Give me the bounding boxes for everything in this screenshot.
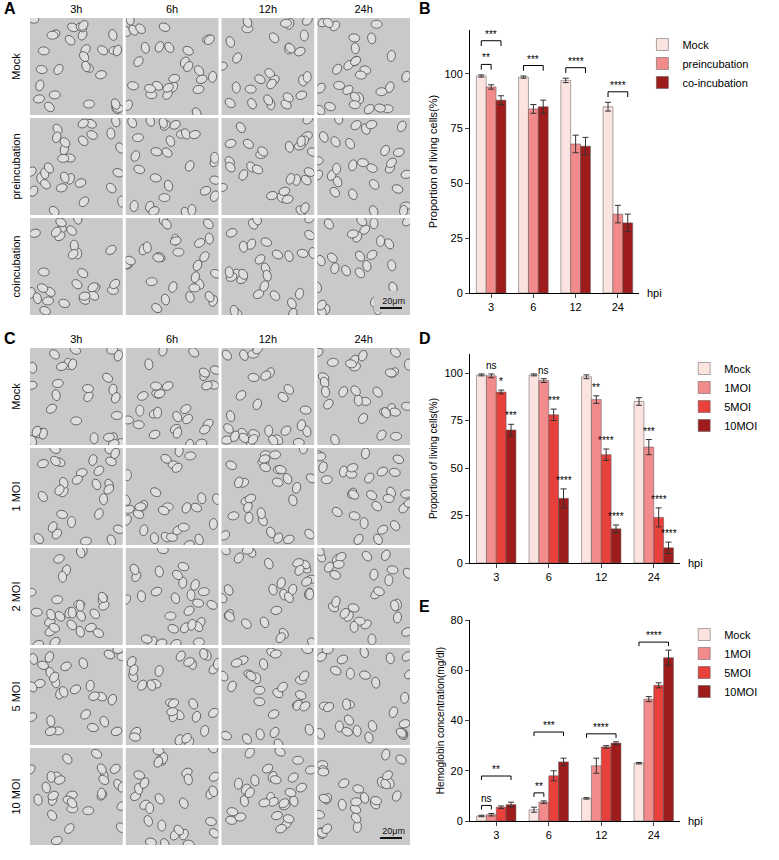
svg-text:****: **** (556, 475, 572, 486)
html-text:B: B (419, 0, 431, 17)
svg-text:24: 24 (648, 571, 660, 583)
svg-text:Hemoglobin concentration(mg/dl: Hemoglobin concentration(mg/dl) (435, 647, 446, 794)
svg-text:6h: 6h (166, 333, 178, 345)
svg-text:80: 80 (451, 614, 463, 626)
svg-text:ns: ns (481, 793, 492, 804)
svg-text:preincubation: preincubation (682, 58, 748, 70)
svg-text:24: 24 (612, 301, 624, 313)
svg-text:3: 3 (488, 301, 494, 313)
svg-text:Mock: Mock (682, 39, 709, 51)
svg-text:**: ** (592, 382, 600, 393)
svg-text:40: 40 (451, 714, 463, 726)
svg-text:hpi: hpi (688, 815, 703, 827)
svg-text:12: 12 (570, 301, 582, 313)
svg-text:10MOI: 10MOI (724, 420, 757, 432)
svg-text:co-incubation: co-incubation (682, 77, 747, 89)
svg-text:Proportion of living cells(%): Proportion of living cells(%) (427, 95, 439, 228)
svg-text:3h: 3h (70, 3, 82, 15)
svg-text:***: *** (543, 720, 555, 731)
svg-text:ns: ns (486, 360, 497, 371)
svg-text:hpi: hpi (647, 287, 662, 299)
svg-text:24h: 24h (354, 3, 372, 15)
svg-text:*: * (499, 376, 503, 387)
svg-text:1MOI: 1MOI (724, 382, 751, 394)
svg-text:**: ** (535, 781, 543, 792)
svg-text:Proportion of living cells(%): Proportion of living cells(%) (428, 398, 439, 519)
svg-text:A: A (4, 0, 16, 17)
svg-text:Mock: Mock (10, 383, 22, 410)
svg-text:60: 60 (451, 664, 463, 676)
svg-text:75: 75 (451, 122, 463, 134)
svg-text:**: ** (492, 764, 500, 775)
svg-text:20μm: 20μm (382, 296, 405, 306)
svg-text:5 MOI: 5 MOI (10, 682, 22, 712)
svg-text:****: **** (646, 630, 662, 641)
svg-text:****: **** (651, 494, 667, 505)
svg-text:0: 0 (457, 287, 463, 299)
svg-text:****: **** (598, 435, 614, 446)
svg-text:preincubation: preincubation (10, 133, 22, 199)
svg-text:****: **** (661, 528, 677, 539)
html-text:D: D (419, 330, 431, 347)
svg-text:Mock: Mock (724, 629, 751, 641)
svg-text:1 MOI: 1 MOI (10, 482, 22, 512)
svg-text:1MOI: 1MOI (724, 648, 751, 660)
svg-text:**: ** (482, 52, 490, 63)
svg-text:Mock: Mock (10, 53, 22, 80)
svg-text:***: *** (527, 54, 539, 65)
svg-text:20: 20 (451, 765, 463, 777)
svg-text:12: 12 (595, 829, 607, 841)
svg-text:6: 6 (530, 301, 536, 313)
svg-text:6: 6 (546, 829, 552, 841)
html-text:E: E (419, 598, 430, 615)
svg-text:3h: 3h (70, 333, 82, 345)
svg-text:****: **** (610, 80, 626, 91)
svg-text:24h: 24h (354, 333, 372, 345)
svg-text:2 MOI: 2 MOI (10, 582, 22, 612)
svg-text:****: **** (608, 511, 624, 522)
svg-text:5MOI: 5MOI (724, 401, 751, 413)
svg-text:Mock: Mock (724, 363, 751, 375)
svg-text:***: *** (505, 410, 517, 421)
svg-text:12h: 12h (259, 3, 277, 15)
svg-text:6h: 6h (166, 3, 178, 15)
svg-text:***: *** (548, 395, 560, 406)
svg-text:***: *** (485, 29, 497, 40)
svg-text:100: 100 (444, 367, 462, 379)
svg-text:hpi: hpi (688, 557, 703, 569)
svg-text:***: *** (643, 426, 655, 437)
svg-text:5MOI: 5MOI (724, 667, 751, 679)
svg-text:50: 50 (451, 177, 463, 189)
svg-text:C: C (4, 330, 16, 347)
svg-text:ns: ns (538, 365, 549, 376)
svg-text:****: **** (593, 722, 609, 733)
svg-text:10 MOI: 10 MOI (10, 778, 22, 814)
svg-text:3: 3 (493, 829, 499, 841)
svg-text:10MOI: 10MOI (724, 686, 757, 698)
svg-text:24: 24 (648, 829, 660, 841)
svg-text:0: 0 (457, 815, 463, 827)
svg-text:75: 75 (451, 414, 463, 426)
svg-text:25: 25 (451, 509, 463, 521)
svg-text:3: 3 (493, 571, 499, 583)
svg-text:****: **** (568, 56, 584, 67)
svg-text:12h: 12h (259, 333, 277, 345)
svg-text:12: 12 (595, 571, 607, 583)
svg-text:0: 0 (457, 557, 463, 569)
svg-text:50: 50 (451, 462, 463, 474)
svg-text:100: 100 (444, 68, 462, 80)
svg-text:coincubation: coincubation (10, 236, 22, 298)
svg-text:6: 6 (546, 571, 552, 583)
svg-text:25: 25 (451, 232, 463, 244)
svg-text:20μm: 20μm (382, 826, 405, 836)
